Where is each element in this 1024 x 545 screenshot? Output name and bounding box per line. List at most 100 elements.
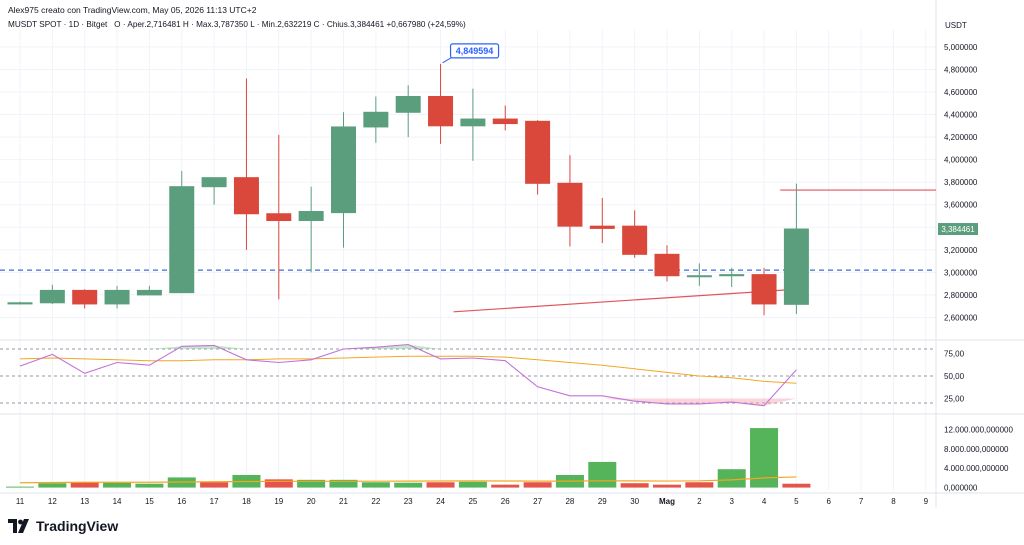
- candle: [39, 284, 65, 304]
- time-tick-label: 23: [404, 497, 413, 506]
- time-tick-label: 20: [307, 497, 316, 506]
- indicator-lines: [19, 343, 797, 484]
- time-tick-label: 11: [16, 497, 25, 506]
- symbol-name[interactable]: MUSDT SPOT · 1D · Bitget: [8, 20, 108, 29]
- candle: [428, 63, 454, 144]
- time-tick-label: 15: [145, 497, 154, 506]
- candle: [169, 170, 195, 294]
- volume-tick-label: 8.000.000,000000: [944, 445, 1009, 454]
- price-tick-label: 2,800000: [944, 291, 978, 300]
- candle: [136, 285, 162, 296]
- price-tick-label: 4,400000: [944, 111, 978, 120]
- volume-bar: [329, 479, 358, 488]
- volume-bar: [38, 483, 67, 488]
- high-callout-box: [449, 43, 500, 59]
- rsi-oversold-fill: [602, 398, 635, 402]
- candle-body: [428, 96, 454, 127]
- candle: [72, 289, 98, 309]
- time-tick-label: 8: [891, 497, 896, 506]
- tradingview-logo-icon: [8, 519, 29, 533]
- candle: [492, 105, 518, 131]
- volume-bar: [394, 482, 423, 488]
- volume-bar: [264, 479, 293, 488]
- time-tick-label: 26: [501, 497, 510, 506]
- candle: [266, 134, 292, 300]
- brand-name: TradingView: [36, 518, 119, 534]
- candle: [751, 267, 777, 316]
- time-tick-label: 12: [48, 497, 57, 506]
- rsi-line: [19, 343, 797, 407]
- rsi-overbought-fill: [214, 345, 247, 349]
- rsi-fill-layer: [149, 344, 797, 406]
- price-tick-label: 4,800000: [944, 65, 978, 74]
- candle: [783, 183, 809, 314]
- volume-bar: [685, 482, 714, 488]
- candles: 4,849594: [7, 43, 809, 316]
- time-tick-label: 27: [533, 497, 542, 506]
- rsi-ma-line: [19, 355, 797, 384]
- time-tick-label: 4: [762, 497, 767, 506]
- trend-line: [453, 288, 797, 313]
- time-tick-label: 6: [827, 497, 832, 506]
- volume-tick-label: 4.000.000,000000: [944, 464, 1009, 473]
- volume-bar: [6, 486, 34, 488]
- volume-tick-label: 12.000.000,000000: [944, 426, 1014, 435]
- price-tick-label: 3,000000: [944, 268, 978, 277]
- volume-bar: [458, 481, 487, 488]
- volume-bar: [491, 484, 520, 488]
- time-tick-label: 16: [177, 497, 186, 506]
- grid-layer: [0, 0, 1024, 508]
- time-tick-label: 24: [436, 497, 445, 506]
- axes: USDT 5,000000 4,800000 4,600000 4,400000 4,20…: [16, 21, 1014, 506]
- candle-body: [589, 225, 615, 229]
- time-tick-label: 2: [697, 497, 702, 506]
- candle-body: [686, 275, 712, 278]
- volume-bar: [620, 483, 649, 488]
- candle: [686, 263, 712, 286]
- time-tick-label: 5: [794, 497, 799, 506]
- rsi-tick-label: 25,00: [944, 395, 965, 404]
- price-tick-label: 3,800000: [944, 178, 978, 187]
- price-tick-label: 5,000000: [944, 43, 978, 52]
- volume-bar: [588, 461, 617, 488]
- rsi-tick-label: 75,00: [944, 350, 965, 359]
- time-tick-label: 25: [468, 497, 477, 506]
- candle: [557, 155, 583, 247]
- candle: [363, 96, 389, 143]
- candle-body: [395, 96, 421, 113]
- time-tick-label: Mag: [659, 497, 675, 506]
- volume-bar: [135, 483, 164, 488]
- volume-bar: [523, 482, 552, 488]
- candle: [395, 85, 421, 138]
- candle: [589, 197, 615, 244]
- last-price-label: 3,384461: [941, 225, 975, 234]
- time-tick-label: 13: [80, 497, 89, 506]
- candle: [654, 245, 680, 282]
- time-tick-label: 21: [339, 497, 348, 506]
- volume-bar: [426, 482, 455, 488]
- candle-body: [654, 253, 680, 277]
- tradingview-logo[interactable]: TradingView: [8, 518, 118, 534]
- watermark-header: Alex975 creato con TradingView.com, May …: [8, 5, 257, 15]
- volume-bar: [782, 483, 811, 488]
- candle-body: [783, 228, 809, 305]
- volume-bar: [297, 479, 326, 488]
- time-tick-label: 14: [113, 497, 122, 506]
- volume-bar: [653, 484, 681, 488]
- candle: [331, 112, 356, 248]
- price-tick-label: 4,000000: [944, 156, 978, 165]
- rsi-overbought-fill: [149, 346, 182, 349]
- price-tick-label: 3,200000: [944, 246, 978, 255]
- candle: [7, 301, 33, 305]
- candle-body: [751, 274, 777, 305]
- candle-body: [136, 289, 162, 296]
- candle: [201, 177, 227, 205]
- price-tick-label: 2,600000: [944, 313, 978, 322]
- time-tick-label: 19: [274, 497, 283, 506]
- candle-body: [201, 177, 227, 188]
- candle: [525, 120, 551, 195]
- volume-tick-label: 0,000000: [944, 484, 978, 493]
- high-callout-label: 4,849594: [456, 46, 494, 56]
